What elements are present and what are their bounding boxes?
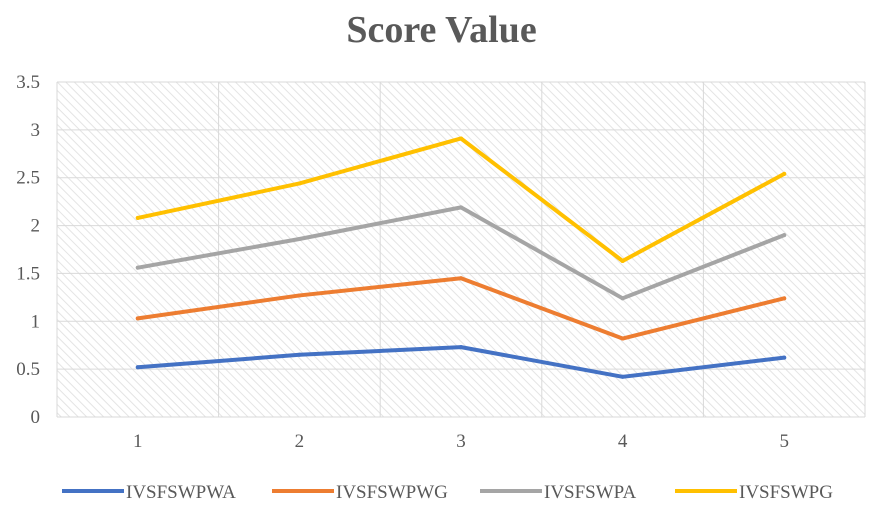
data-point-ivsfswpg [620, 258, 625, 263]
y-tick-label: 2.5 [16, 168, 40, 189]
data-point-ivsfswpg [297, 181, 302, 186]
x-axis-ticks: 1 2 3 4 5 [133, 431, 789, 452]
data-point-ivsfswpa [297, 236, 302, 241]
data-point-ivsfswpwa [135, 365, 140, 370]
data-point-ivsfswpwg [620, 336, 625, 341]
chart-title: Score Value [346, 9, 537, 51]
y-tick-label: 1.5 [16, 263, 40, 284]
data-point-ivsfswpg [135, 215, 140, 220]
x-tick-label: 3 [456, 431, 466, 452]
legend-label: IVSFSWPWA [126, 482, 236, 503]
y-tick-label: 3 [31, 120, 41, 141]
y-tick-label: 2 [31, 216, 41, 237]
x-tick-label: 4 [618, 431, 628, 452]
data-point-ivsfswpwg [782, 296, 787, 301]
data-point-ivsfswpg [459, 136, 463, 141]
y-tick-label: 1 [31, 311, 41, 332]
y-tick-label: 0 [31, 407, 41, 428]
y-axis-ticks: 0 0.5 1 1.5 2 2.5 3 3.5 [16, 72, 40, 428]
data-point-ivsfswpwg [135, 316, 140, 321]
data-point-ivsfswpwa [459, 345, 463, 350]
data-point-ivsfswpa [620, 296, 625, 301]
legend-label: IVSFSWPWG [336, 482, 448, 503]
x-tick-label: 1 [133, 431, 143, 452]
series-lines [135, 136, 787, 379]
data-point-ivsfswpa [135, 265, 140, 270]
y-tick-label: 0.5 [16, 359, 40, 380]
x-tick-label: 5 [779, 431, 789, 452]
x-tick-label: 2 [295, 431, 305, 452]
data-point-ivsfswpwa [620, 374, 625, 379]
data-point-ivsfswpg [782, 171, 787, 176]
grid-lines [56, 81, 866, 418]
legend: IVSFSWPWA IVSFSWPWG IVSFSWPA IVSFSWPG [62, 482, 833, 503]
legend-label: IVSFSWPG [739, 482, 833, 503]
data-point-ivsfswpwa [782, 355, 787, 360]
y-tick-label: 3.5 [16, 72, 40, 93]
data-point-ivsfswpwg [459, 276, 463, 281]
data-point-ivsfswpwg [297, 293, 302, 298]
legend-label: IVSFSWPA [544, 482, 637, 503]
data-point-ivsfswpa [459, 205, 463, 210]
data-point-ivsfswpwa [297, 352, 302, 357]
data-point-ivsfswpa [782, 233, 787, 238]
